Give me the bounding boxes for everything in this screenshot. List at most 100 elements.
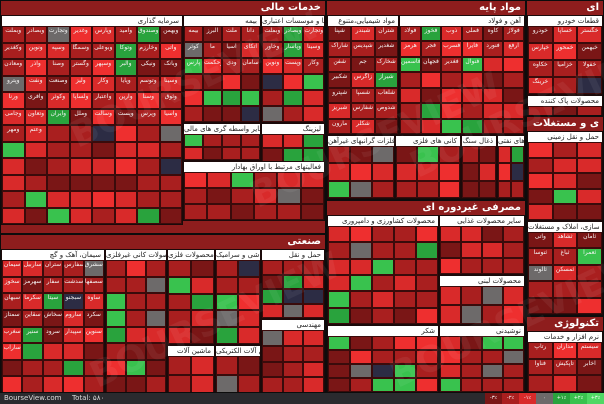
stock-tile[interactable] — [400, 118, 421, 134]
stock-tile[interactable] — [69, 191, 92, 208]
stock-tile[interactable]: ولساپا — [69, 92, 92, 109]
stock-tile[interactable] — [372, 350, 394, 364]
stock-tile[interactable] — [137, 158, 160, 175]
stock-tile[interactable] — [146, 326, 166, 344]
sector-0[interactable]: خدمات مالی سرمایه گذاری وبملت وبصادر وتجارت و… — [0, 0, 326, 234]
stock-tile[interactable] — [440, 378, 461, 392]
stock-tile[interactable]: شپنا — [328, 26, 352, 42]
stock-tile[interactable] — [282, 345, 304, 362]
stock-tile[interactable] — [440, 305, 461, 324]
stock-tile[interactable] — [440, 258, 461, 274]
stock-tile[interactable]: سمتاز — [2, 309, 23, 327]
stock-tile[interactable]: خمحور — [552, 43, 578, 60]
stock-tile[interactable] — [372, 364, 394, 378]
stock-tile[interactable] — [114, 207, 137, 224]
stock-tile[interactable] — [282, 330, 304, 346]
stock-tile[interactable] — [461, 305, 482, 324]
stock-tile[interactable] — [146, 359, 166, 377]
stock-tile[interactable] — [328, 258, 350, 275]
stock-tile[interactable] — [191, 374, 214, 392]
subsector-realestate[interactable]: انبوه سازی، املاک و مستغلاتوآتیثشاهدثاما… — [527, 221, 603, 315]
stock-tile[interactable] — [282, 260, 304, 275]
stock-tile[interactable] — [350, 291, 372, 308]
stock-tile[interactable] — [441, 87, 462, 104]
stock-tile[interactable] — [126, 326, 146, 344]
stock-tile[interactable] — [262, 74, 283, 90]
stock-tile[interactable] — [222, 74, 241, 90]
stock-tile[interactable] — [350, 258, 372, 275]
stock-tile[interactable] — [114, 174, 137, 191]
stock-tile[interactable] — [503, 242, 524, 258]
stock-tile[interactable]: ستران — [42, 260, 64, 277]
stock-tile[interactable] — [106, 260, 126, 277]
stock-tile[interactable] — [394, 275, 416, 292]
stock-tile[interactable] — [24, 191, 47, 208]
stock-tile[interactable] — [159, 191, 182, 208]
stock-tile[interactable] — [328, 180, 350, 198]
stock-tile[interactable] — [262, 106, 283, 122]
stock-tile[interactable] — [300, 188, 324, 204]
stock-tile[interactable] — [22, 343, 43, 360]
stock-tile[interactable]: سکرد — [83, 309, 104, 327]
stock-tile[interactable] — [254, 188, 278, 204]
stock-tile[interactable]: شپدیس — [351, 41, 375, 57]
stock-tile[interactable] — [372, 291, 394, 308]
stock-tile[interactable] — [372, 146, 394, 164]
stock-tile[interactable] — [230, 204, 254, 220]
stock-tile[interactable] — [328, 336, 350, 350]
stock-tile[interactable]: وپترو — [2, 75, 25, 92]
stock-tile[interactable] — [440, 336, 461, 350]
stock-tile[interactable] — [440, 242, 461, 258]
sector-1[interactable]: مواد پایه مواد شیمیایی،متنوع شپنا شبندر شترا… — [326, 0, 526, 200]
subsector-sugar[interactable]: شکر — [327, 325, 439, 392]
stock-tile[interactable] — [552, 297, 578, 314]
stock-tile[interactable]: شکلر — [351, 118, 375, 134]
stock-tile[interactable] — [482, 350, 503, 364]
stock-tile[interactable]: دانا — [241, 26, 260, 42]
stock-tile[interactable] — [241, 106, 260, 122]
stock-tile[interactable]: فایرا — [462, 41, 483, 57]
stock-tile[interactable] — [63, 359, 84, 377]
stock-tile[interactable] — [126, 309, 146, 327]
stock-tile[interactable]: زاگرس — [351, 72, 375, 88]
stock-tile[interactable] — [262, 330, 283, 346]
stock-tile[interactable] — [254, 204, 278, 220]
stock-tile[interactable] — [462, 163, 479, 181]
stock-tile[interactable]: واتی — [159, 42, 182, 59]
stock-tile[interactable]: وامید — [114, 26, 137, 43]
stock-tile[interactable] — [552, 281, 578, 298]
subsector-other_fin[interactable]: سایر واسطه گری های مالی — [183, 123, 261, 161]
stock-tile[interactable]: ساراب — [2, 343, 23, 360]
stock-tile[interactable] — [222, 106, 241, 122]
stock-tile[interactable]: فنورد — [482, 41, 504, 57]
stock-tile[interactable] — [328, 275, 350, 292]
stock-tile[interactable] — [137, 141, 160, 158]
stock-tile[interactable] — [106, 326, 126, 344]
stock-tile[interactable] — [216, 293, 238, 311]
stock-tile[interactable] — [184, 134, 203, 147]
stock-tile[interactable] — [350, 350, 372, 364]
stock-tile[interactable] — [350, 163, 372, 181]
stock-tile[interactable] — [328, 226, 350, 243]
stock-tile[interactable]: ورنا — [2, 92, 25, 109]
stock-tile[interactable]: وکوثر — [47, 92, 70, 109]
subsector-it[interactable]: نرم افزار و خدمات رتاپ مداران سیستم فناوا تاپ… — [527, 331, 603, 392]
stock-tile[interactable] — [303, 289, 324, 304]
stock-tile[interactable] — [168, 260, 191, 277]
stock-tile[interactable] — [416, 378, 438, 392]
stock-tile[interactable]: سبجنو — [63, 293, 84, 310]
sector-2[interactable]: ای قطعات خودرو خودرو خساپا خگستر خپارس خمحور خب… — [526, 0, 604, 116]
stock-tile[interactable] — [303, 274, 324, 289]
stock-tile[interactable] — [114, 191, 137, 208]
stock-tile[interactable] — [462, 87, 483, 104]
stock-tile[interactable] — [262, 289, 283, 304]
stock-tile[interactable] — [441, 103, 462, 119]
stock-tile[interactable]: سقاین — [22, 309, 43, 327]
stock-tile[interactable] — [203, 90, 222, 106]
stock-tile[interactable] — [438, 163, 460, 181]
stock-tile[interactable] — [238, 260, 260, 277]
stock-tile[interactable] — [2, 191, 25, 208]
stock-tile[interactable] — [159, 125, 182, 142]
stock-tile[interactable] — [552, 77, 578, 94]
stock-tile[interactable] — [303, 345, 324, 362]
